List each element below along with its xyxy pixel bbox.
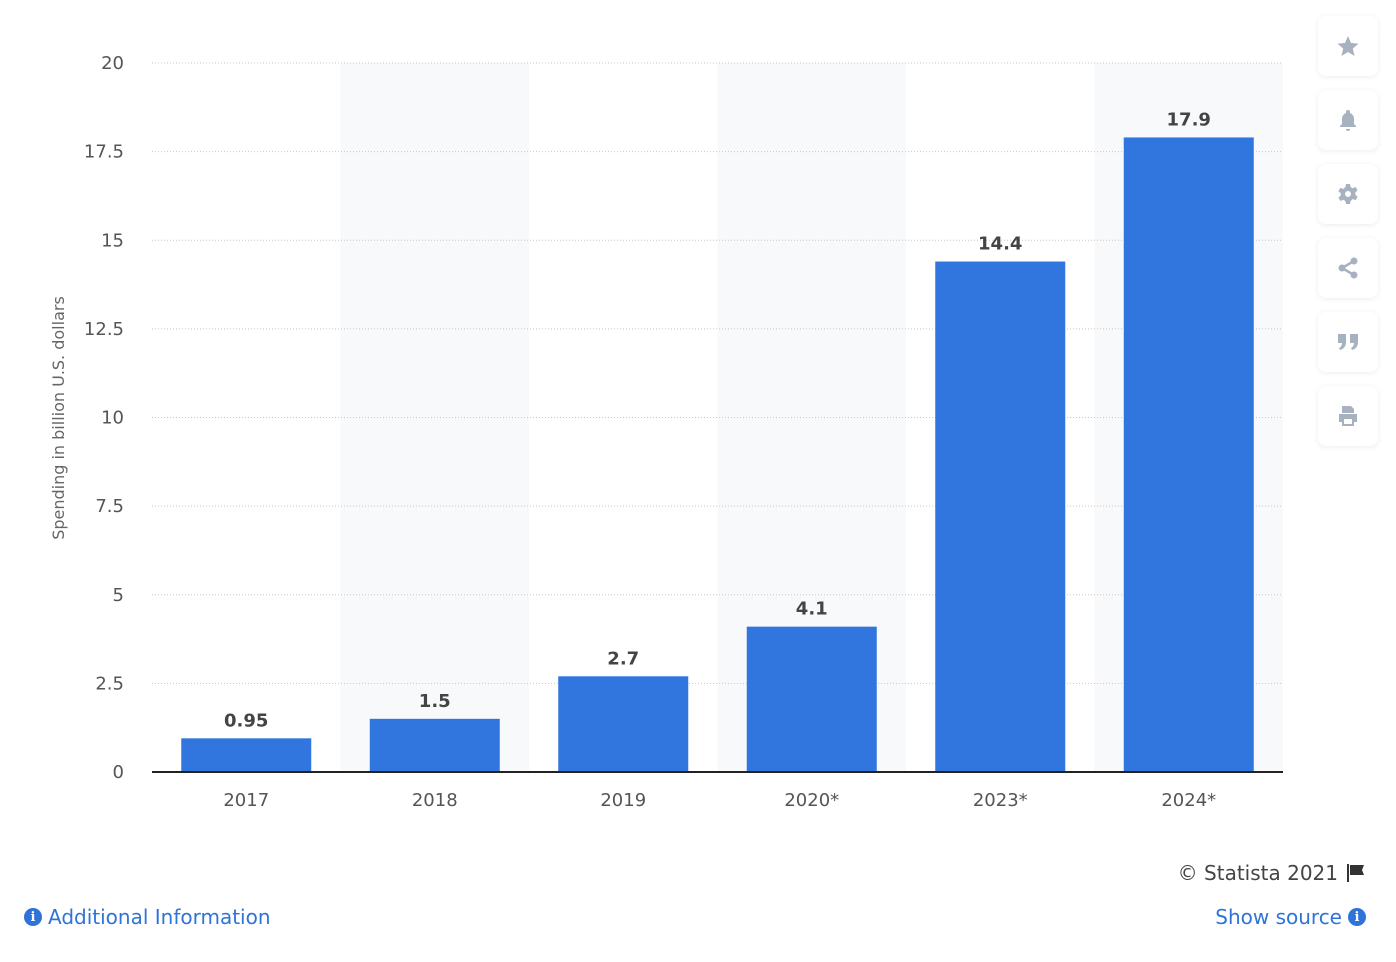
bell-icon xyxy=(1340,110,1356,131)
info-icon: i xyxy=(24,908,42,926)
additional-information-label: Additional Information xyxy=(48,905,271,929)
data-label: 4.1 xyxy=(796,599,828,620)
share-icon xyxy=(1338,257,1358,279)
print-icon xyxy=(1339,406,1357,426)
x-tick-label: 2020* xyxy=(784,790,839,811)
show-source-link[interactable]: Show source i xyxy=(1215,905,1366,929)
credit-text: © Statista 2021 xyxy=(1177,861,1338,885)
favorite-button[interactable] xyxy=(1318,16,1378,76)
copyright-credit[interactable]: © Statista 2021 xyxy=(1178,861,1366,885)
data-label: 17.9 xyxy=(1167,109,1211,130)
bar-2023*[interactable] xyxy=(935,261,1066,772)
toolbar xyxy=(1318,16,1378,460)
bar-2018[interactable] xyxy=(369,718,500,772)
y-tick-label: 2.5 xyxy=(95,673,124,694)
x-tick-label: 2019 xyxy=(600,790,646,811)
x-tick-label: 2024* xyxy=(1161,790,1216,811)
y-tick-label: 20 xyxy=(101,53,124,74)
bar-2019[interactable] xyxy=(558,676,689,772)
y-axis-label: Spending in billion U.S. dollars xyxy=(49,296,68,540)
show-source-label: Show source xyxy=(1215,905,1342,929)
data-label: 1.5 xyxy=(419,691,451,712)
y-tick-label: 7.5 xyxy=(95,496,124,517)
info-icon: i xyxy=(1348,908,1366,926)
data-label: 2.7 xyxy=(607,648,639,669)
notification-button[interactable] xyxy=(1318,90,1378,150)
share-button[interactable] xyxy=(1318,238,1378,298)
flag-icon xyxy=(1347,864,1364,882)
quote-icon xyxy=(1338,334,1358,350)
y-tick-label: 0 xyxy=(113,762,124,783)
print-button[interactable] xyxy=(1318,386,1378,446)
y-tick-label: 10 xyxy=(101,408,124,429)
y-tick-label: 5 xyxy=(113,585,124,606)
gear-icon xyxy=(1338,184,1358,204)
bar-chart: 0.95 1.5 2.7 4.1 14.4 17.9 0 2.5 5 7.5 10 12.5 15 17… xyxy=(49,53,1283,811)
settings-button[interactable] xyxy=(1318,164,1378,224)
x-tick-label: 2017 xyxy=(223,790,269,811)
bar-2017[interactable] xyxy=(181,738,312,772)
additional-information-link[interactable]: i Additional Information xyxy=(24,905,271,929)
star-icon xyxy=(1337,36,1359,56)
cite-button[interactable] xyxy=(1318,312,1378,372)
x-tick-label: 2023* xyxy=(973,790,1028,811)
x-tick-label: 2018 xyxy=(412,790,458,811)
bar-2020*[interactable] xyxy=(746,626,877,772)
y-tick-label: 15 xyxy=(101,230,124,251)
data-label: 14.4 xyxy=(978,234,1022,255)
y-tick-label: 17.5 xyxy=(84,142,124,163)
bar-2024*[interactable] xyxy=(1123,137,1254,772)
y-tick-label: 12.5 xyxy=(84,319,124,340)
data-label: 0.95 xyxy=(224,710,268,731)
